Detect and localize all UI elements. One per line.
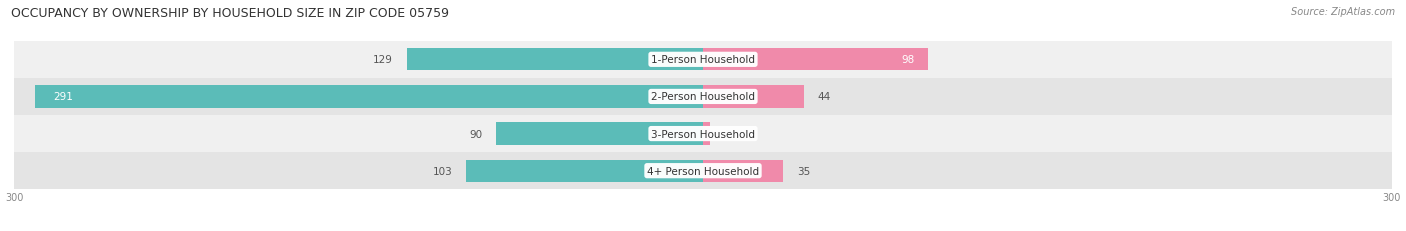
Text: 3: 3 [724,129,730,139]
Bar [496,123,703,145]
Text: 1-Person Household: 1-Person Household [651,55,755,65]
Text: 129: 129 [373,55,392,65]
Text: 35: 35 [797,166,810,176]
Bar [467,160,703,182]
Text: 90: 90 [470,129,482,139]
Bar [14,152,1392,189]
Text: 4+ Person Household: 4+ Person Household [647,166,759,176]
Bar [703,123,710,145]
Bar [406,49,703,71]
Text: 2-Person Household: 2-Person Household [651,92,755,102]
Bar [14,79,1392,116]
Text: 291: 291 [53,92,73,102]
Bar [703,86,804,108]
Text: OCCUPANCY BY OWNERSHIP BY HOUSEHOLD SIZE IN ZIP CODE 05759: OCCUPANCY BY OWNERSHIP BY HOUSEHOLD SIZE… [11,7,450,20]
Bar [14,42,1392,79]
Text: 98: 98 [901,55,914,65]
Text: Source: ZipAtlas.com: Source: ZipAtlas.com [1291,7,1395,17]
Text: 44: 44 [818,92,831,102]
Text: 103: 103 [433,166,453,176]
Bar [14,116,1392,152]
Bar [703,49,928,71]
Bar [703,160,783,182]
Text: 3-Person Household: 3-Person Household [651,129,755,139]
Bar [35,86,703,108]
